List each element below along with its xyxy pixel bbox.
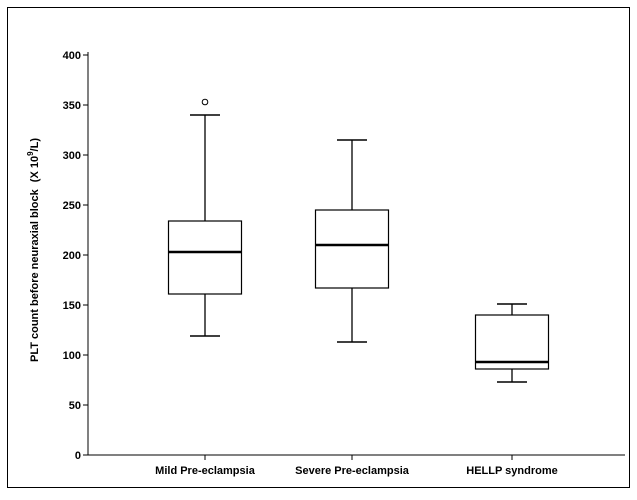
y-tick-label: 100: [63, 350, 81, 362]
box-group: [474, 303, 550, 383]
x-axis: Mild Pre-eclampsia Severe Pre-eclampsia HE…: [88, 454, 625, 477]
y-tick-label: 350: [63, 100, 81, 112]
iqr-box: [167, 220, 243, 295]
box-group: [314, 139, 390, 343]
y-axis-title-unit-exp: 9: [26, 151, 35, 156]
y-tick-label: 0: [75, 450, 81, 462]
y-axis: 0 50 100 150 200 250 300 350 400: [63, 50, 89, 462]
y-tick-label: 50: [69, 400, 81, 412]
boxes: [167, 98, 550, 383]
y-tick-label: 300: [63, 150, 81, 162]
y-axis-title-unit-suffix: /L): [29, 138, 41, 152]
outlier-point: [201, 98, 209, 106]
y-axis-title: PLT count before neuraxial block (X 109/…: [26, 138, 41, 362]
iqr-box: [474, 314, 550, 370]
y-tick-label: 250: [63, 200, 81, 212]
x-category-label: Severe Pre-eclampsia: [295, 465, 410, 477]
y-axis-title-main: PLT count before neuraxial block: [29, 188, 41, 362]
x-category-label: HELLP syndrome: [466, 465, 558, 477]
y-tick-label: 400: [63, 50, 81, 62]
box-group: [167, 98, 243, 337]
iqr-box: [314, 209, 390, 289]
y-tick-label: 150: [63, 300, 81, 312]
y-tick-label: 200: [63, 250, 81, 262]
y-axis-title-unit-prefix: (X 10: [29, 156, 41, 182]
x-category-label: Mild Pre-eclampsia: [155, 465, 256, 477]
